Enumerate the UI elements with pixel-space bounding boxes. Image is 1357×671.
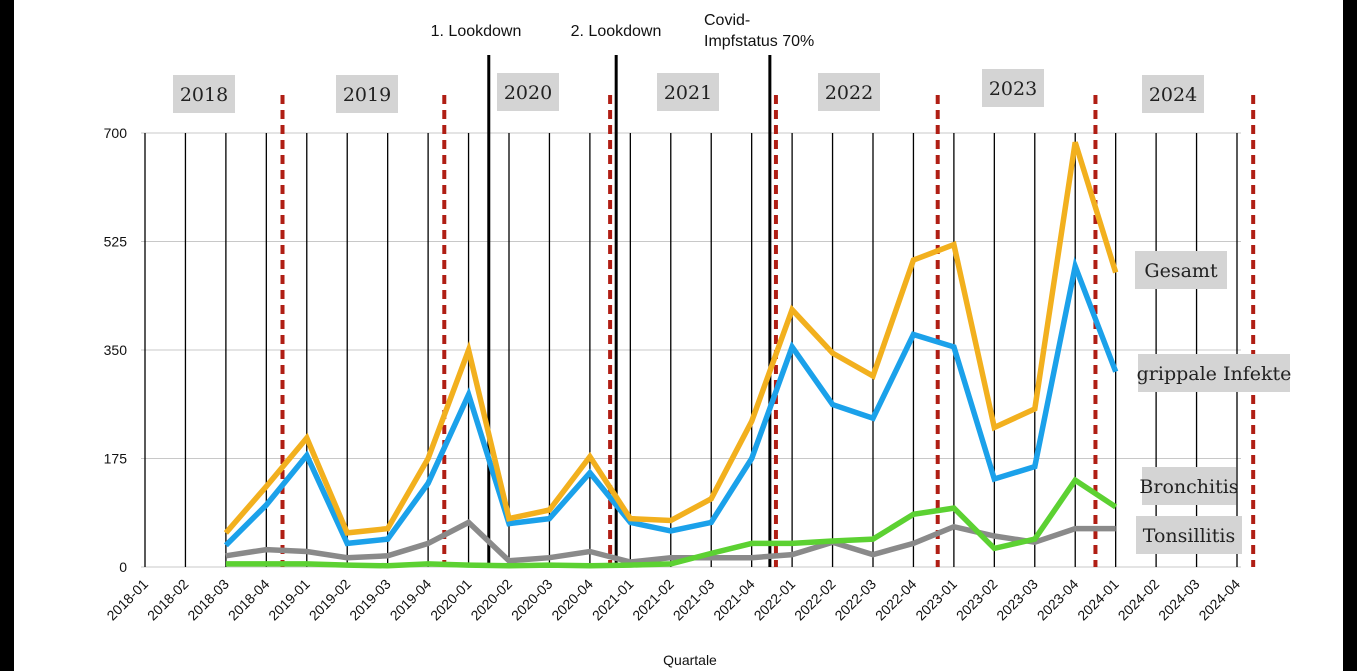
series-line-tonsillitis: [225, 519, 1116, 565]
y-tick-label: 175: [104, 451, 128, 467]
series-line-bronchitis: [225, 476, 1118, 569]
y-tick-label: 700: [104, 125, 128, 141]
series-label: Tonsillitis: [1143, 525, 1235, 547]
event-label-lockdown-1: 1. Lookdown: [431, 23, 522, 40]
x-axis-title: Quartale: [663, 652, 717, 668]
x-tick-label: 2021-01: [589, 576, 637, 624]
series-label-box: [1135, 251, 1227, 289]
x-tick-label: 2019-02: [306, 576, 354, 624]
chart-canvas: 0 175 350 525 700 1. Lookdown 2. Lookdown Covid…: [14, 0, 1343, 671]
x-tick-label: 2024-03: [1155, 576, 1203, 624]
series-label: Gesamt: [1144, 260, 1218, 282]
series-label-box: [1136, 516, 1242, 554]
year-label: 2024: [1149, 84, 1197, 106]
x-tick-label: 2022-04: [872, 576, 920, 624]
x-tick-label: 2023-04: [1034, 576, 1082, 624]
year-label: 2021: [664, 82, 712, 104]
x-tick-label: 2023-02: [953, 576, 1001, 624]
x-tick-label: 2018-01: [103, 576, 151, 624]
series-line-gesamt: [223, 141, 1119, 536]
x-tick-label: 2018-03: [184, 576, 232, 624]
year-label-box: [1142, 75, 1204, 113]
year-label: 2022: [825, 82, 873, 104]
x-tick-label: 2018-04: [225, 576, 273, 624]
x-tick-label: 2024-02: [1115, 576, 1163, 624]
series-label: Bronchitis: [1139, 476, 1238, 498]
year-label-box: [173, 75, 235, 113]
y-tick-label: 350: [104, 342, 128, 358]
x-tick-label: 2020-03: [508, 576, 556, 624]
x-tick-label: 2024-04: [1195, 576, 1243, 624]
series-label-box: [1142, 467, 1236, 505]
series-label: grippale Infekte: [1137, 363, 1292, 385]
year-label-box: [497, 73, 559, 111]
series-line-grippale-infekte: [223, 256, 1119, 548]
x-tick-label: 2019-04: [387, 576, 435, 624]
x-tick-label: 2024-01: [1074, 576, 1122, 624]
year-label: 2018: [180, 84, 228, 106]
x-tick-label: 2019-03: [346, 576, 394, 624]
year-label: 2019: [343, 84, 391, 106]
y-tick-label: 0: [119, 559, 127, 575]
series-label-box: [1138, 354, 1290, 392]
x-tick-label: 2020-01: [427, 576, 475, 624]
event-label-vaccination-line2: Impfstatus 70%: [704, 33, 814, 50]
year-label: 2020: [504, 82, 552, 104]
x-tick-label: 2021-04: [710, 576, 758, 624]
year-label-box: [818, 73, 880, 111]
x-tick-label: 2021-02: [629, 576, 677, 624]
year-label-box: [336, 75, 398, 113]
line-chart: 0 175 350 525 700 1. Lookdown 2. Lookdown Covid…: [103, 12, 1292, 668]
event-label-lockdown-2: 2. Lookdown: [571, 23, 662, 40]
x-tick-label: 2023-01: [912, 576, 960, 624]
y-tick-label: 525: [104, 234, 128, 250]
x-tick-label: 2023-03: [993, 576, 1041, 624]
x-tick-label: 2019-01: [265, 576, 313, 624]
year-label: 2023: [989, 78, 1037, 100]
x-tick-label: 2020-04: [548, 576, 596, 624]
x-tick-label: 2018-02: [144, 576, 192, 624]
event-label-vaccination-line1: Covid-: [704, 12, 750, 29]
x-tick-label: 2022-01: [751, 576, 799, 624]
x-tick-label: 2022-02: [791, 576, 839, 624]
x-tick-label: 2022-03: [831, 576, 879, 624]
x-tick-label: 2021-03: [670, 576, 718, 624]
x-tick-label: 2020-02: [467, 576, 515, 624]
year-label-box: [982, 69, 1044, 107]
year-label-box: [657, 73, 719, 111]
